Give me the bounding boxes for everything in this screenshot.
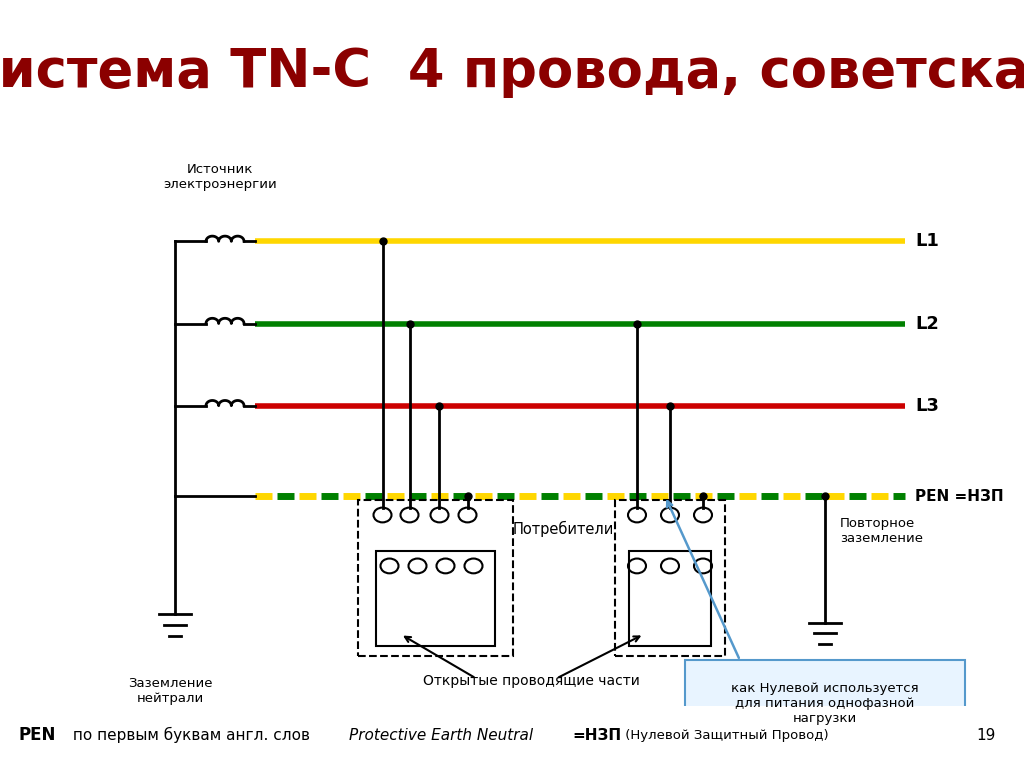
Text: Потребители: Потребители — [513, 521, 614, 537]
Bar — [357, 500, 512, 657]
Text: Открытые проводящие части: Открытые проводящие части — [423, 674, 640, 689]
Text: =НЗП: =НЗП — [572, 728, 622, 742]
Text: Заземление
нейтрали: Заземление нейтрали — [128, 677, 212, 705]
Bar — [615, 500, 725, 657]
Text: (Нулевой Защитный Провод): (Нулевой Защитный Провод) — [621, 729, 828, 742]
Bar — [376, 551, 495, 647]
Text: PEN =НЗП: PEN =НЗП — [915, 489, 1004, 504]
Text: L3: L3 — [915, 397, 939, 415]
Text: Повторное
заземление: Повторное заземление — [840, 517, 923, 545]
Text: Protective Earth Neutral: Protective Earth Neutral — [349, 728, 534, 742]
Text: Система TN-C  4 провода, советская: Система TN-C 4 провода, советская — [0, 46, 1024, 97]
Text: Источник
электроэнергии: Источник электроэнергии — [163, 163, 276, 191]
FancyBboxPatch shape — [685, 660, 965, 747]
Text: 19: 19 — [976, 728, 995, 742]
Text: как Нулевой используется
для питания однофазной
нагрузки: как Нулевой используется для питания одн… — [731, 682, 919, 725]
Text: L1: L1 — [915, 232, 939, 250]
Text: PEN: PEN — [18, 726, 55, 744]
Bar — [629, 551, 711, 647]
Text: L2: L2 — [915, 314, 939, 333]
Text: по первым буквам англ. слов: по первым буквам англ. слов — [68, 727, 314, 743]
